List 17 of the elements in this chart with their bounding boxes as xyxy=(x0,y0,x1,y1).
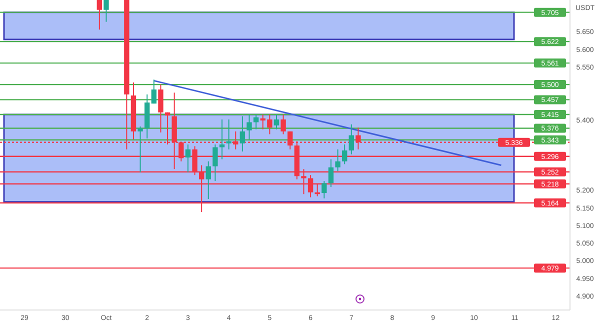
candlestick xyxy=(274,114,280,130)
candlestick xyxy=(280,114,286,135)
candlestick xyxy=(219,118,225,160)
candlestick xyxy=(138,126,143,173)
candlestick xyxy=(240,116,246,152)
candlestick xyxy=(348,124,354,155)
candlestick xyxy=(246,114,252,140)
candlestick xyxy=(328,158,334,188)
candlestick xyxy=(185,144,191,173)
candlestick xyxy=(212,144,218,182)
candlestick xyxy=(158,84,164,133)
candlestick xyxy=(226,118,232,150)
candlestick xyxy=(151,79,157,104)
candlestick xyxy=(342,144,348,165)
candlestick xyxy=(206,160,211,200)
candlestick xyxy=(335,148,340,172)
candlestick xyxy=(322,180,327,199)
